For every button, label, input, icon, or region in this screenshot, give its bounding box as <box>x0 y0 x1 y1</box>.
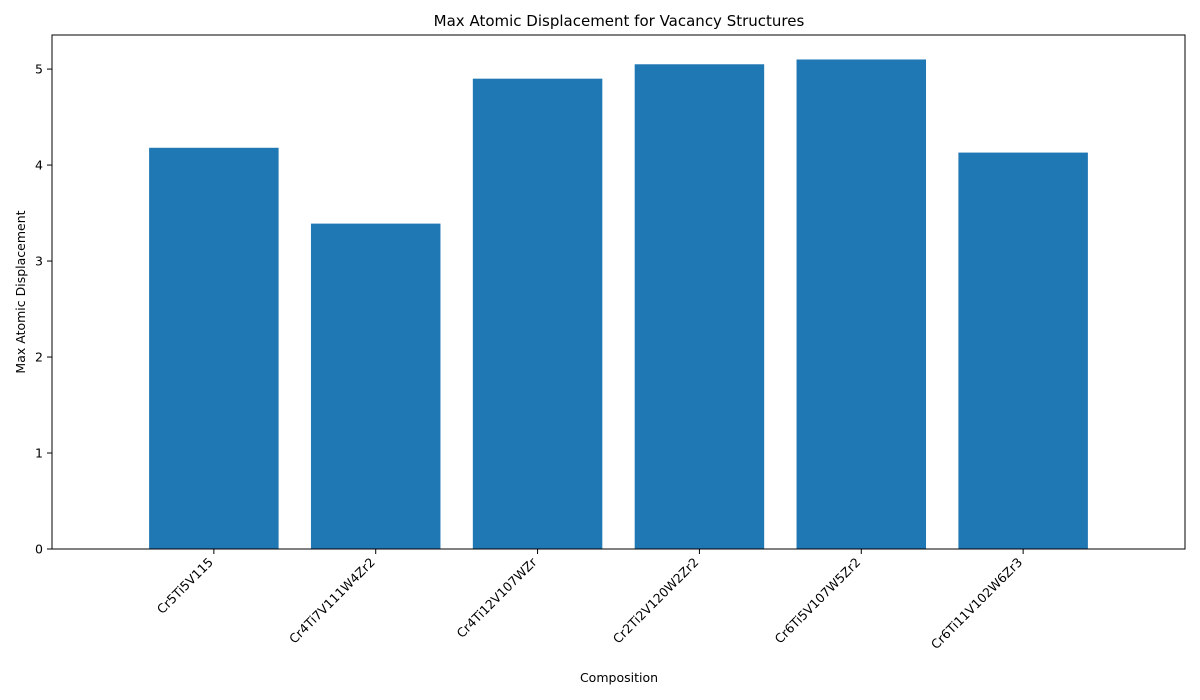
y-tick-label: 0 <box>35 542 43 557</box>
y-tick-label: 4 <box>35 158 43 173</box>
x-tick-label: Cr4Ti12V107WZr <box>453 554 540 641</box>
x-tick-label: Cr6Ti5V107W5Zr2 <box>772 555 864 647</box>
x-tick-label: Cr6Ti11V102W6Zr3 <box>928 555 1025 652</box>
y-axis-label: Max Atomic Displacement <box>13 210 28 373</box>
x-tick-label: Cr4Ti7V111W4Zr2 <box>286 555 378 647</box>
y-tick-label: 3 <box>35 254 43 269</box>
x-axis: Cr5Ti5V115 Cr4Ti7V111W4Zr2 Cr4Ti12V107WZr C… <box>154 549 1025 652</box>
y-axis: 0 1 2 3 4 5 <box>35 62 52 557</box>
x-axis-label: Composition <box>580 670 658 685</box>
y-tick-label: 2 <box>35 350 43 365</box>
bar-Cr6Ti5V107W5Zr2 <box>796 59 927 549</box>
plot-frame <box>51 34 1186 550</box>
x-tick-label: Cr5Ti5V115 <box>154 555 216 617</box>
x-tick-label: Cr2Ti2V120W2Zr2 <box>610 555 702 647</box>
bar-Cr5Ti5V115 <box>149 147 279 549</box>
bar-Cr4Ti7V111W4Zr2 <box>310 223 441 549</box>
y-tick-label: 5 <box>35 62 43 77</box>
y-tick-label: 1 <box>35 446 43 461</box>
bar-Cr2Ti2V120W2Zr2 <box>634 64 765 549</box>
bars-group <box>149 59 1088 549</box>
chart-title: Max Atomic Displacement for Vacancy Stru… <box>434 12 805 30</box>
bar-Cr6Ti11V102W6Zr3 <box>958 152 1088 549</box>
bar-Cr4Ti12V107WZr <box>472 78 603 549</box>
